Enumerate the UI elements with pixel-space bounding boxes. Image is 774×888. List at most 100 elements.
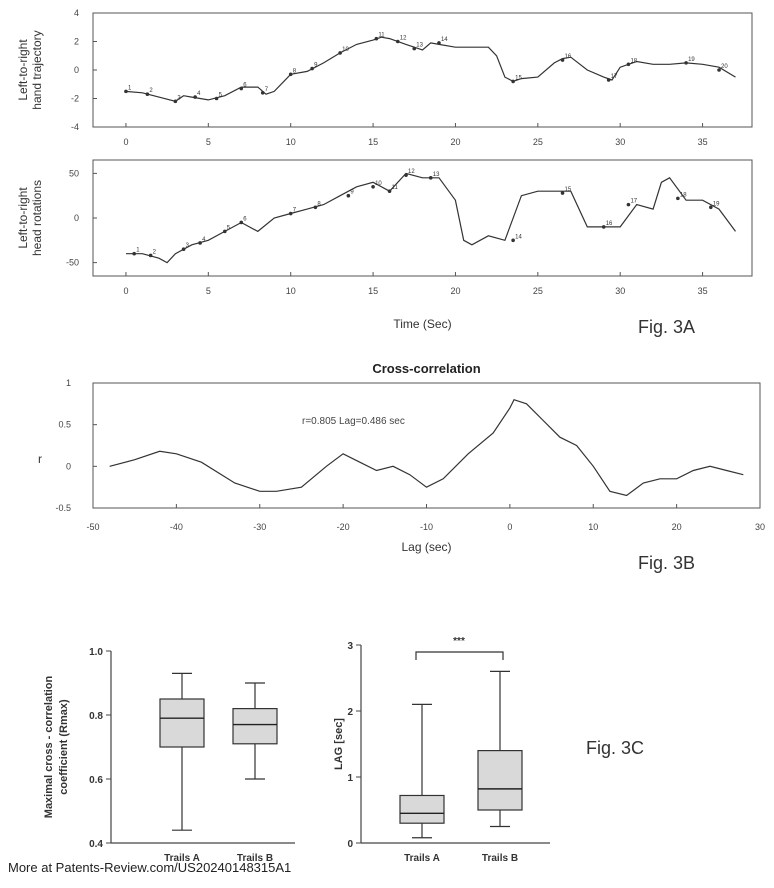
marker-label: 9 (350, 190, 354, 196)
marker-label: 1 (128, 85, 132, 91)
marker-label: 14 (515, 234, 522, 240)
y-tick-label: 1.0 (89, 647, 103, 658)
figure-label-3a: Fig. 3A (638, 317, 695, 337)
y-axis-label-line2: hand trajectory (30, 30, 44, 109)
iqr-box (400, 795, 444, 823)
x-tick-label: 30 (755, 522, 765, 532)
x-tick-label: -50 (86, 522, 99, 532)
marker-label: 19 (713, 201, 720, 207)
x-tick-label: 30 (615, 137, 625, 147)
x-tick-label: 35 (698, 137, 708, 147)
marker-label: 12 (400, 36, 407, 42)
x-tick-label: 0 (123, 137, 128, 147)
x-tick-label: 20 (672, 522, 682, 532)
marker-label: 13 (416, 43, 423, 49)
x-tick-label: 0 (507, 522, 512, 532)
y-tick-label: -2 (71, 94, 79, 104)
marker-label: 18 (630, 58, 637, 64)
y-tick-label: 50 (69, 168, 79, 178)
y-tick-label: 2 (74, 37, 79, 47)
marker-label: 12 (408, 169, 415, 175)
marker-label: 15 (565, 187, 572, 193)
marker-label: 2 (153, 249, 157, 255)
y-tick-label: 1 (66, 378, 71, 388)
series-line (126, 173, 736, 262)
correlation-annotation: r=0.805 Lag=0.486 sec (302, 416, 405, 427)
marker-label: 6 (243, 216, 247, 222)
chart-title: Cross-correlation (372, 361, 480, 376)
figure-label-3c: Fig. 3C (586, 738, 644, 758)
marker-label: 14 (441, 37, 448, 43)
plot-frame (93, 383, 760, 508)
significance-stars: *** (453, 636, 465, 647)
y-tick-label: 0.5 (58, 420, 71, 430)
marker-label: 20 (721, 64, 728, 70)
iqr-box (160, 699, 204, 747)
y-axis-label-line2: coefficient (Rmax) (58, 699, 70, 795)
y-axis-label-line1: Left-to-right (16, 187, 30, 249)
y-axis-label: r (38, 452, 42, 466)
series-line (110, 400, 744, 496)
marker-label: 19 (688, 57, 695, 63)
x-tick-label: 15 (368, 286, 378, 296)
x-tick-label: 0 (123, 286, 128, 296)
x-tick-label: -40 (170, 522, 183, 532)
y-tick-label: 3 (347, 641, 353, 652)
x-tick-label: 20 (450, 286, 460, 296)
y-tick-label: 2 (347, 707, 353, 718)
marker-label: 11 (378, 33, 385, 39)
y-tick-label: 4 (74, 8, 79, 18)
x-tick-label: 30 (615, 286, 625, 296)
plot-frame (93, 13, 752, 127)
x-tick-label: 25 (533, 137, 543, 147)
marker-label: 13 (433, 172, 440, 178)
x-tick-label: 10 (588, 522, 598, 532)
category-label: Trails B (482, 853, 518, 864)
x-tick-label: 20 (450, 137, 460, 147)
y-axis-label: LAG [sec] (333, 718, 345, 770)
footer-source: More at Patents-Review.com/US20240148315… (8, 860, 291, 875)
x-tick-label: 35 (698, 286, 708, 296)
marker-label: 4 (197, 91, 201, 97)
y-tick-label: -50 (66, 258, 79, 268)
figure-label-3b: Fig. 3B (638, 553, 695, 573)
x-tick-label: 10 (286, 286, 296, 296)
marker-label: 8 (317, 201, 321, 207)
y-tick-label: 0.4 (89, 839, 103, 850)
y-tick-label: -4 (71, 122, 79, 132)
marker-label: 17 (630, 199, 637, 205)
marker-label: 16 (606, 221, 613, 227)
marker-label: 7 (265, 87, 269, 93)
marker-label: 1 (136, 248, 140, 254)
significance-bracket (416, 652, 503, 660)
x-tick-label: 10 (286, 137, 296, 147)
marker-label: 15 (515, 75, 522, 81)
iqr-box (478, 751, 522, 810)
x-tick-label: 25 (533, 286, 543, 296)
y-tick-label: -0.5 (55, 503, 71, 513)
series-line (126, 37, 736, 101)
marker-label: 4 (202, 237, 206, 243)
marker-label: 11 (392, 185, 399, 191)
x-tick-label: 5 (206, 286, 211, 296)
y-tick-label: 0 (74, 65, 79, 75)
x-tick-label: 5 (206, 137, 211, 147)
y-tick-label: 0 (74, 213, 79, 223)
y-tick-label: 0 (66, 461, 71, 471)
y-tick-label: 0 (347, 839, 353, 850)
x-tick-label: -20 (337, 522, 350, 532)
y-tick-label: 1 (347, 773, 353, 784)
x-tick-label: -30 (253, 522, 266, 532)
y-axis-label-line1: Maximal cross - correlation (43, 676, 55, 819)
x-axis-label: Time (Sec) (393, 317, 451, 331)
category-label: Trails A (404, 853, 440, 864)
y-axis-label-line1: Left-to-right (16, 39, 30, 101)
marker-label: 18 (680, 192, 687, 198)
marker-label: 2 (149, 88, 153, 94)
marker-label: 5 (219, 93, 223, 99)
y-tick-label: 0.6 (89, 775, 103, 786)
marker-label: 10 (342, 47, 349, 53)
marker-label: 10 (375, 181, 382, 187)
x-tick-label: -10 (420, 522, 433, 532)
